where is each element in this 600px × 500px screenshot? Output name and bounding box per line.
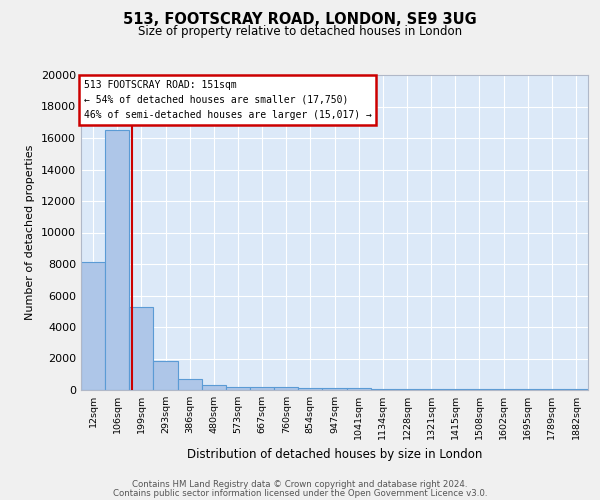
Bar <box>491 389 515 390</box>
Bar <box>178 379 202 390</box>
Bar <box>250 387 274 390</box>
Text: 513 FOOTSCRAY ROAD: 151sqm
← 54% of detached houses are smaller (17,750)
46% of : 513 FOOTSCRAY ROAD: 151sqm ← 54% of deta… <box>83 80 371 120</box>
Bar <box>129 306 154 390</box>
Bar <box>347 388 371 390</box>
Bar <box>226 386 250 390</box>
Text: Contains public sector information licensed under the Open Government Licence v3: Contains public sector information licen… <box>113 488 487 498</box>
Bar <box>419 389 443 390</box>
Bar <box>105 130 129 390</box>
Bar <box>322 388 347 390</box>
Text: Size of property relative to detached houses in London: Size of property relative to detached ho… <box>138 25 462 38</box>
Bar <box>274 388 298 390</box>
Bar <box>298 388 322 390</box>
Bar <box>81 262 105 390</box>
Text: Contains HM Land Registry data © Crown copyright and database right 2024.: Contains HM Land Registry data © Crown c… <box>132 480 468 489</box>
X-axis label: Distribution of detached houses by size in London: Distribution of detached houses by size … <box>187 448 482 460</box>
Bar <box>371 388 395 390</box>
Bar <box>154 361 178 390</box>
Y-axis label: Number of detached properties: Number of detached properties <box>25 145 35 320</box>
Bar <box>202 386 226 390</box>
Bar <box>443 389 467 390</box>
Bar <box>467 389 491 390</box>
Bar <box>395 388 419 390</box>
Text: 513, FOOTSCRAY ROAD, LONDON, SE9 3UG: 513, FOOTSCRAY ROAD, LONDON, SE9 3UG <box>123 12 477 28</box>
